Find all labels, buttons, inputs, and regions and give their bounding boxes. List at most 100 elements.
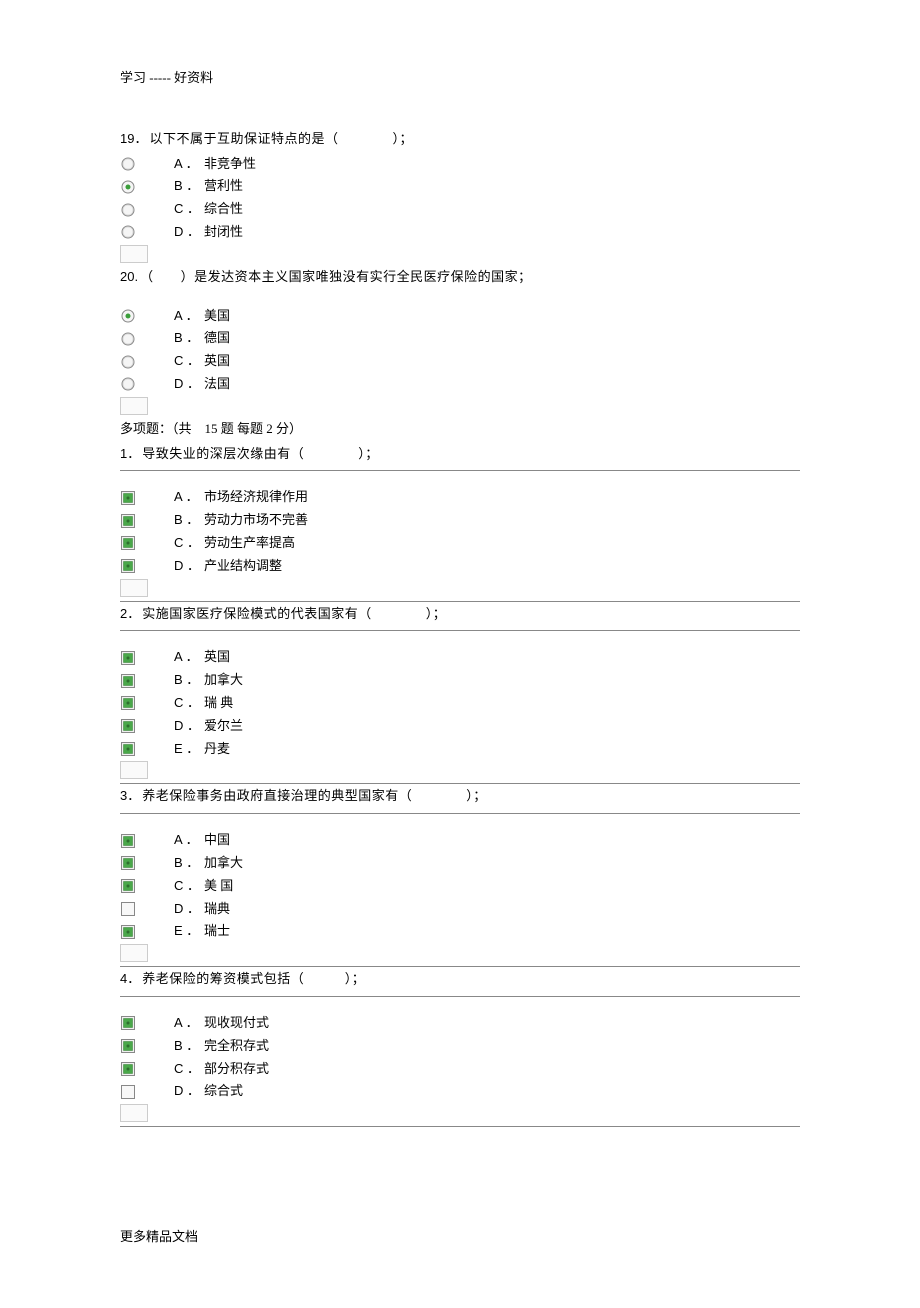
radio-icon[interactable] [120,224,136,240]
option-row[interactable]: E ．瑞士 [120,921,800,942]
question-text: 19．以下不属于互助保证特点的是（ ）； [120,129,800,154]
radio-icon[interactable] [120,179,136,195]
option-row[interactable]: B ．完全积存式 [120,1036,800,1057]
option-row[interactable]: A ．市场经济规律作用 [120,487,800,508]
option-text: 中国 [204,830,230,851]
option-text: 丹麦 [204,739,230,760]
checkbox-icon[interactable] [120,1084,136,1100]
radio-icon[interactable] [120,354,136,370]
divider [120,601,800,602]
question-stem: 养老保险的筹资模式包括（ ）； [142,969,365,990]
option-text: 劳动生产率提高 [204,533,295,554]
question-stem: 实施国家医疗保险模式的代表国家有（ ）； [142,604,446,625]
checkbox-icon[interactable] [120,833,136,849]
option-letter: C ． [174,351,204,372]
option-text: 非竞争性 [204,154,256,175]
checkbox-icon[interactable] [120,490,136,506]
option-row[interactable]: C ．瑞 典 [120,693,800,714]
option-row[interactable]: B ．劳动力市场不完善 [120,510,800,531]
radio-icon[interactable] [120,308,136,324]
option-letter: C ． [174,693,204,714]
radio-icon[interactable] [120,202,136,218]
question-stem: （ ）是发达资本主义国家唯独没有实行全民医疗保险的国家； [140,267,532,288]
option-row[interactable]: B ．加拿大 [120,853,800,874]
option-text: 完全积存式 [204,1036,269,1057]
checkbox-icon[interactable] [120,1015,136,1031]
option-row[interactable]: C ．综合性 [120,199,800,220]
option-letter: E ． [174,921,204,942]
radio-icon[interactable] [120,331,136,347]
option-row[interactable]: C ．部分积存式 [120,1059,800,1080]
checkbox-icon[interactable] [120,741,136,757]
option-row[interactable]: D ．瑞典 [120,899,800,920]
option-letter: D ． [174,222,204,243]
option-text: 爱尔兰 [204,716,243,737]
page-footer: 更多精品文档 [120,1227,800,1248]
option-letter: B ． [174,1036,204,1057]
divider [120,630,800,631]
checkbox-icon[interactable] [120,513,136,529]
option-letter: B ． [174,510,204,531]
checkbox-icon[interactable] [120,901,136,917]
option-row[interactable]: A ．非竞争性 [120,154,800,175]
question-text: 20.（ ）是发达资本主义国家唯独没有实行全民医疗保险的国家； [120,267,800,292]
option-row[interactable]: C ．美 国 [120,876,800,897]
option-row[interactable]: D ．产业结构调整 [120,556,800,577]
option-letter: B ． [174,176,204,197]
checkbox-icon[interactable] [120,1038,136,1054]
checkbox-icon[interactable] [120,535,136,551]
option-text: 劳动力市场不完善 [204,510,308,531]
question-text: 4．养老保险的筹资模式包括（ ）； [120,969,800,994]
option-row[interactable]: D ．封闭性 [120,222,800,243]
option-letter: A ． [174,154,204,175]
option-letter: D ． [174,1081,204,1102]
question-text: 3．养老保险事务由政府直接治理的典型国家有（ ）； [120,786,800,811]
option-letter: A ． [174,306,204,327]
option-letter: A ． [174,487,204,508]
option-row[interactable]: B ．营利性 [120,176,800,197]
option-letter: D ． [174,899,204,920]
option-row[interactable]: D ．爱尔兰 [120,716,800,737]
checkbox-icon[interactable] [120,650,136,666]
answer-box [120,245,148,263]
option-row[interactable]: D ．综合式 [120,1081,800,1102]
option-letter: D ． [174,374,204,395]
option-letter: A ． [174,647,204,668]
option-letter: A ． [174,830,204,851]
question-number: 3． [120,786,140,807]
option-row[interactable]: B ．加拿大 [120,670,800,691]
answer-box [120,1104,148,1122]
divider [120,1126,800,1127]
checkbox-icon[interactable] [120,673,136,689]
option-row[interactable]: A ．现收现付式 [120,1013,800,1034]
option-letter: D ． [174,716,204,737]
option-row[interactable]: E ．丹麦 [120,739,800,760]
divider [120,996,800,997]
checkbox-icon[interactable] [120,558,136,574]
radio-icon[interactable] [120,376,136,392]
checkbox-icon[interactable] [120,695,136,711]
checkbox-icon[interactable] [120,718,136,734]
option-row[interactable]: A ．英国 [120,647,800,668]
option-row[interactable]: C ．劳动生产率提高 [120,533,800,554]
checkbox-icon[interactable] [120,878,136,894]
option-row[interactable]: B ．德国 [120,328,800,349]
option-text: 德国 [204,328,230,349]
option-row[interactable]: A ．中国 [120,830,800,851]
option-text: 瑞典 [204,899,230,920]
checkbox-icon[interactable] [120,1061,136,1077]
radio-icon[interactable] [120,156,136,172]
option-text: 加拿大 [204,853,243,874]
checkbox-icon[interactable] [120,924,136,940]
divider [120,813,800,814]
question-text: 2．实施国家医疗保险模式的代表国家有（ ）； [120,604,800,629]
option-row[interactable]: C ．英国 [120,351,800,372]
question-number: 2． [120,604,140,625]
option-letter: A ． [174,1013,204,1034]
option-row[interactable]: D ．法国 [120,374,800,395]
option-row[interactable]: A ．美国 [120,306,800,327]
checkbox-icon[interactable] [120,855,136,871]
option-text: 综合性 [204,199,243,220]
option-text: 部分积存式 [204,1059,269,1080]
option-letter: C ． [174,876,204,897]
